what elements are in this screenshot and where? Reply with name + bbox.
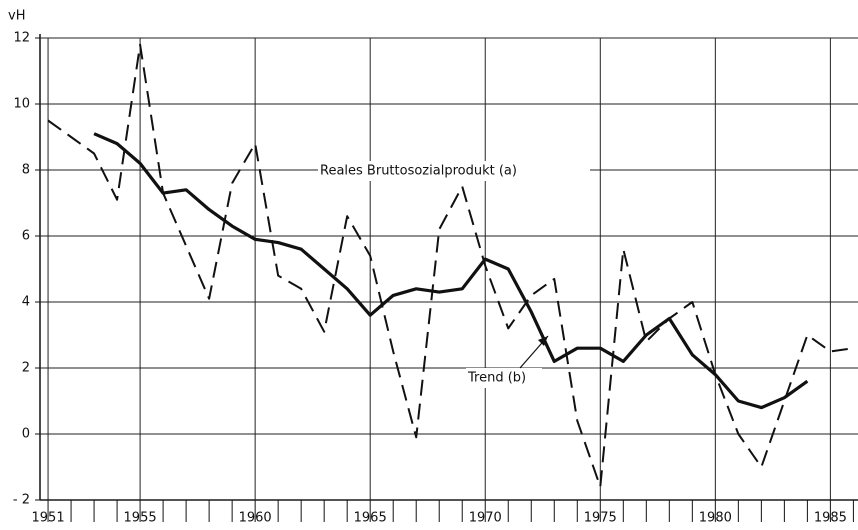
y-tick-label: 4	[22, 295, 30, 310]
label-bg	[466, 368, 542, 388]
y-tick-label: 0	[22, 427, 30, 442]
y-tick-label: - 2	[13, 493, 30, 508]
y-tick-label: 2	[22, 361, 30, 376]
label-bg	[318, 161, 590, 181]
y-tick-label: 10	[13, 97, 30, 112]
dashed-line	[47, 43, 854, 488]
series-label: Trend (b)	[467, 371, 526, 386]
trend-line	[93, 132, 809, 410]
y-tick-label: 12	[13, 31, 30, 46]
y-axis-label: vH	[8, 9, 25, 24]
series-label: Reales Bruttosozialprodukt (a)	[320, 164, 517, 179]
y-tick-label: 6	[22, 229, 30, 244]
y-tick-label: 8	[22, 163, 30, 178]
pointer-head	[538, 336, 548, 346]
